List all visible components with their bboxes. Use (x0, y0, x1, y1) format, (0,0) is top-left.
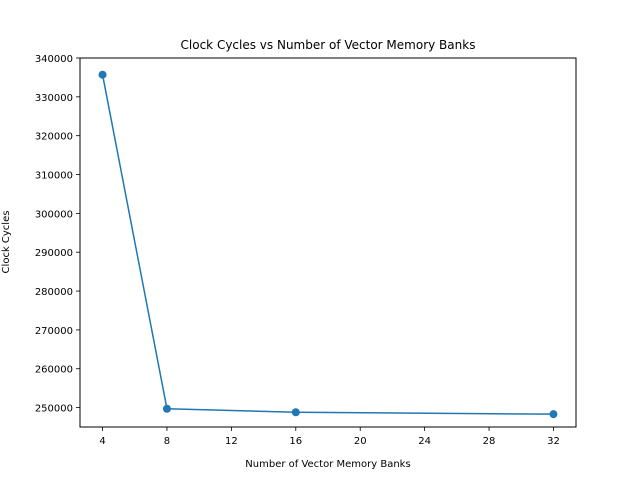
x-tick-label: 16 (289, 436, 302, 447)
y-tick-label: 340000 (35, 54, 73, 65)
data-point (291, 408, 300, 417)
x-tick-label: 8 (164, 436, 170, 447)
y-tick-label: 260000 (35, 365, 73, 376)
x-axis: 4 8 12 16 20 24 28 32 (99, 427, 560, 447)
x-tick-label: 4 (99, 436, 105, 447)
data-point (549, 410, 558, 419)
x-tick-label: 12 (225, 436, 238, 447)
y-tick-label: 280000 (35, 287, 73, 298)
x-tick-label: 32 (547, 436, 560, 447)
series-line (101, 74, 554, 415)
y-tick-label: 310000 (35, 171, 73, 182)
x-tick-label: 28 (483, 436, 496, 447)
x-axis-label: Number of Vector Memory Banks (245, 459, 410, 470)
y-tick-label: 330000 (35, 93, 73, 104)
chart-title: Clock Cycles vs Number of Vector Memory … (181, 38, 476, 52)
x-tick-label: 20 (354, 436, 367, 447)
data-point (98, 70, 107, 79)
y-axis: 250000 260000 270000 280000 290000 300000 3100… (35, 54, 80, 415)
x-tick-label: 24 (418, 436, 431, 447)
y-tick-label: 320000 (35, 132, 73, 143)
y-tick-label: 290000 (35, 248, 73, 259)
y-axis-label: Clock Cycles (1, 211, 12, 274)
y-tick-label: 300000 (35, 209, 73, 220)
data-point (162, 404, 171, 413)
plot-area (98, 70, 558, 419)
y-tick-label: 250000 (35, 404, 73, 415)
plot-frame (79, 57, 577, 428)
y-tick-label: 270000 (35, 326, 73, 337)
